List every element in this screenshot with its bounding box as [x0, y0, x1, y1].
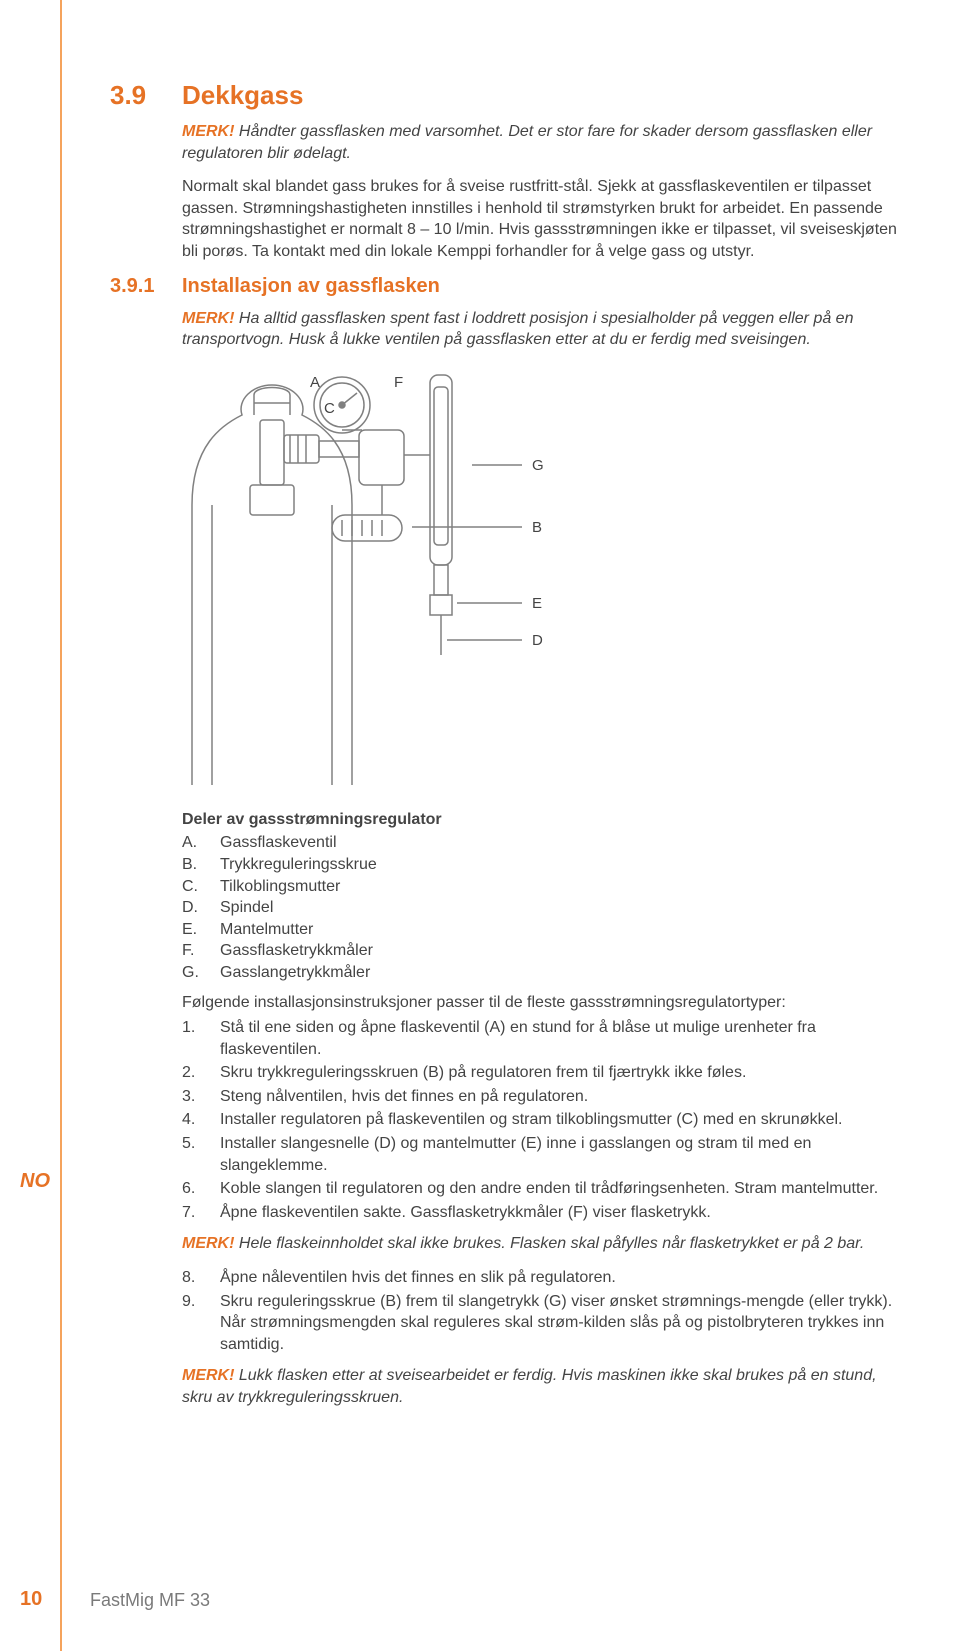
parts-item-key: F.: [182, 940, 204, 962]
note-3: MERK! Hele flaskeinnholdet skal ikke bru…: [182, 1233, 900, 1255]
steps-list-2: 8. Åpne nåleventilen hvis det finnes en s…: [182, 1267, 900, 1355]
subsection-body: MERK! Ha alltid gassflasken spent fast i…: [182, 308, 900, 1409]
parts-item-key: C.: [182, 876, 204, 898]
footer-title: FastMig MF 33: [90, 1590, 210, 1611]
step-number: 6.: [182, 1178, 204, 1200]
step-number: 9.: [182, 1291, 204, 1356]
parts-item-label: Tilkoblingsmutter: [220, 876, 340, 898]
step-item: 4. Installer regulatoren på flaskeventile…: [182, 1109, 900, 1131]
parts-item-key: B.: [182, 854, 204, 876]
step-item: 8. Åpne nåleventilen hvis det finnes en s…: [182, 1267, 900, 1289]
section-title: Dekkgass: [182, 80, 303, 111]
note-label: MERK!: [182, 310, 234, 327]
step-number: 2.: [182, 1062, 204, 1084]
parts-item-label: Gassflaskeventil: [220, 832, 337, 854]
parts-item: A. Gassflaskeventil: [182, 832, 900, 854]
instructions-lead: Følgende installasjonsinstruksjoner pass…: [182, 992, 900, 1014]
section-heading: 3.9 Dekkgass: [110, 80, 900, 111]
note-text: Hele flaskeinnholdet skal ikke brukes. F…: [234, 1235, 864, 1252]
step-text: Koble slangen til regulatoren og den and…: [220, 1178, 878, 1200]
parts-item-label: Gasslangetrykkmåler: [220, 962, 370, 984]
gas-regulator-figure: A C F G B E D: [182, 365, 900, 795]
subsection-title: Installasjon av gassflasken: [182, 275, 440, 298]
subsection-number: 3.9.1: [110, 275, 164, 298]
parts-item-key: G.: [182, 962, 204, 984]
section-number: 3.9: [110, 80, 164, 111]
note-4: MERK! Lukk flasken etter at sveisearbeid…: [182, 1365, 900, 1408]
page-number: 10: [20, 1588, 42, 1611]
note-text: Ha alltid gassflasken spent fast i loddr…: [182, 310, 853, 349]
steps-list-1: 1. Stå til ene siden og åpne flaskeventil…: [182, 1017, 900, 1223]
step-number: 8.: [182, 1267, 204, 1289]
step-text: Åpne nåleventilen hvis det finnes en sli…: [220, 1267, 616, 1289]
step-number: 4.: [182, 1109, 204, 1131]
parts-item-key: A.: [182, 832, 204, 854]
figure-label-a: A: [310, 374, 320, 391]
section-body: MERK! Håndter gassflasken med varsomhet.…: [182, 121, 900, 263]
step-item: 9.Skru reguleringsskrue (B) frem til sla…: [182, 1291, 900, 1356]
note-text: Håndter gassflasken med varsomhet. Det e…: [182, 123, 872, 162]
parts-list: A. Gassflaskeventil B. Trykkreguleringsskru…: [182, 832, 900, 983]
parts-item-key: D.: [182, 897, 204, 919]
step-text: Installer slangesnelle (D) og mantelmutt…: [220, 1133, 900, 1176]
step-text: Stå til ene siden og åpne flaskeventil (…: [220, 1017, 900, 1060]
step-text: Skru trykkreguleringsskruen (B) på regul…: [220, 1062, 746, 1084]
parts-title: Deler av gassstrømningsregulator: [182, 809, 900, 831]
parts-item-label: Gassflasketrykkmåler: [220, 940, 373, 962]
parts-item: D. Spindel: [182, 897, 900, 919]
parts-item-label: Mantelmutter: [220, 919, 313, 941]
step-number: 5.: [182, 1133, 204, 1176]
parts-item: F. Gassflasketrykkmåler: [182, 940, 900, 962]
margin-rule: [60, 0, 62, 1651]
step-number: 1.: [182, 1017, 204, 1060]
step-text: Installer regulatoren på flaskeventilen …: [220, 1109, 843, 1131]
parts-item-label: Trykkreguleringsskrue: [220, 854, 377, 876]
figure-label-f: F: [394, 374, 403, 391]
figure-label-e: E: [532, 595, 542, 612]
note-text: Lukk flasken etter at sveisearbeidet er …: [182, 1367, 877, 1406]
step-text: Åpne flaskeventilen sakte. Gassflasketry…: [220, 1202, 711, 1224]
subsection-heading: 3.9.1 Installasjon av gassflasken: [110, 275, 900, 298]
step-number: 3.: [182, 1086, 204, 1108]
step-item: 3. Steng nålventilen, hvis det finnes en …: [182, 1086, 900, 1108]
step-text: Steng nålventilen, hvis det finnes en på…: [220, 1086, 588, 1108]
note-label: MERK!: [182, 1235, 234, 1252]
step-item: 7. Åpne flaskeventilen sakte. Gassflasket…: [182, 1202, 900, 1224]
section-paragraph: Normalt skal blandet gass brukes for å s…: [182, 176, 900, 262]
step-number: 7.: [182, 1202, 204, 1224]
parts-item: G. Gasslangetrykkmåler: [182, 962, 900, 984]
parts-item: B. Trykkreguleringsskrue: [182, 854, 900, 876]
step-item: 2. Skru trykkreguleringsskruen (B) på reg…: [182, 1062, 900, 1084]
parts-item-label: Spindel: [220, 897, 273, 919]
note-1: MERK! Håndter gassflasken med varsomhet.…: [182, 121, 900, 164]
parts-item: C. Tilkoblingsmutter: [182, 876, 900, 898]
step-item: 1. Stå til ene siden og åpne flaskeventil…: [182, 1017, 900, 1060]
page: NO 3.9 Dekkgass MERK! Håndter gassflaske…: [0, 0, 960, 1651]
step-text: Skru reguleringsskrue (B) frem til slang…: [220, 1291, 900, 1356]
note-label: MERK!: [182, 123, 234, 140]
step-item: 5. Installer slangesnelle (D) og mantelmu…: [182, 1133, 900, 1176]
figure-label-d: D: [532, 632, 543, 649]
parts-item-key: E.: [182, 919, 204, 941]
content: 3.9 Dekkgass MERK! Håndter gassflasken m…: [90, 80, 900, 1409]
parts-item: E. Mantelmutter: [182, 919, 900, 941]
figure-label-b: B: [532, 519, 542, 536]
note-label: MERK!: [182, 1367, 234, 1384]
figure-label-g: G: [532, 457, 544, 474]
figure-label-c: C: [324, 400, 335, 417]
step-item: 6. Koble slangen til regulatoren og den a…: [182, 1178, 900, 1200]
language-code: NO: [20, 1170, 50, 1193]
note-2: MERK! Ha alltid gassflasken spent fast i…: [182, 308, 900, 351]
